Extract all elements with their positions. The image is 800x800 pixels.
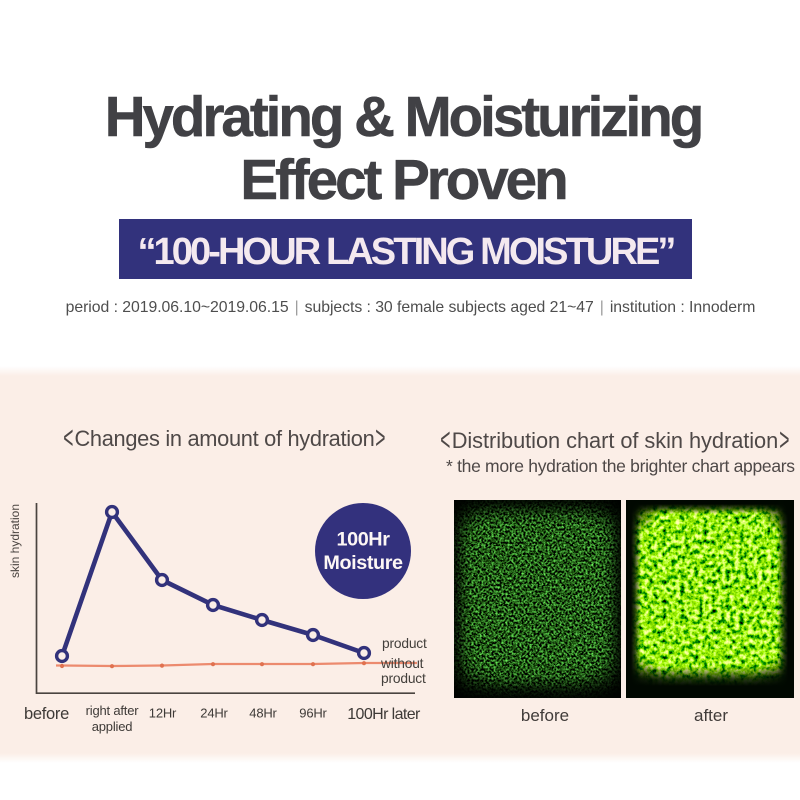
svg-text:96Hr: 96Hr xyxy=(299,706,327,721)
svg-text:before: before xyxy=(24,705,69,723)
svg-text:24Hr: 24Hr xyxy=(200,706,228,721)
svg-text:product: product xyxy=(382,636,427,651)
svg-text:100Hr later: 100Hr later xyxy=(347,706,421,723)
svg-text:Moisture: Moisture xyxy=(323,552,403,574)
svg-text:100Hr: 100Hr xyxy=(337,529,391,551)
svg-text:skin hydration: skin hydration xyxy=(8,504,22,578)
svg-text:12Hr: 12Hr xyxy=(149,706,177,721)
svg-text:without: without xyxy=(380,656,424,671)
svg-text:applied: applied xyxy=(92,719,133,734)
svg-text:48Hr: 48Hr xyxy=(249,706,277,721)
svg-text:product: product xyxy=(381,671,426,686)
svg-text:right after: right after xyxy=(86,703,140,718)
